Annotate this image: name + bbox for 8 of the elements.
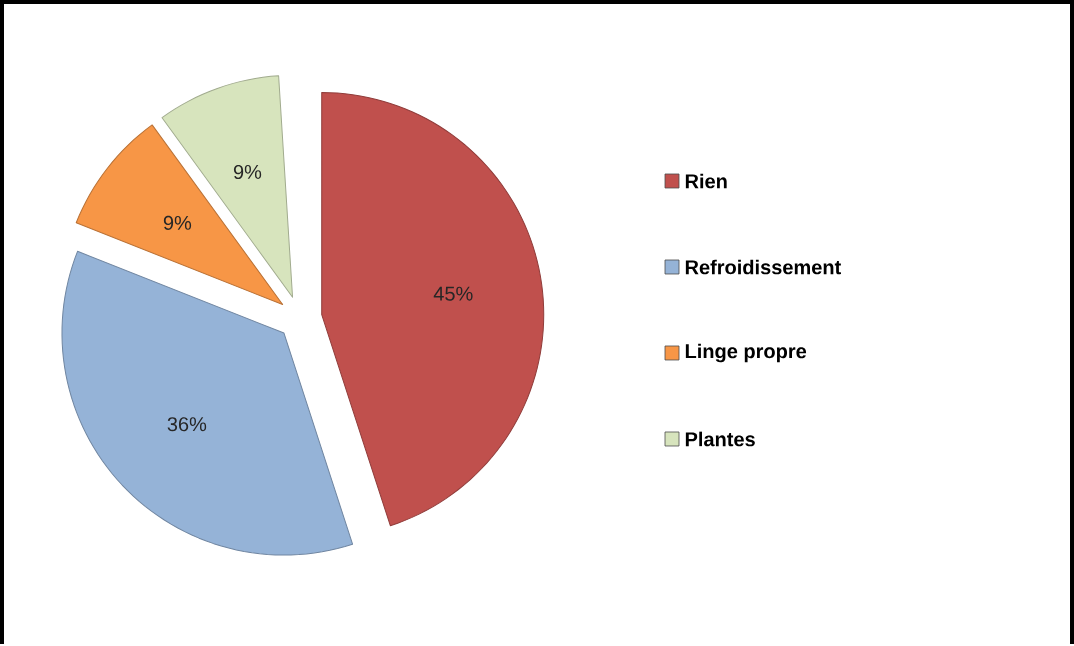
- data-label: 9%: [233, 164, 262, 180]
- data-label: 9%: [163, 215, 192, 230]
- legend-label: Linge propre: [685, 343, 807, 363]
- legend-label: Rien: [685, 173, 727, 189]
- legend-label: Refroidissement: [685, 259, 841, 275]
- legend-label: Plantes: [685, 431, 755, 447]
- data-label: 36%: [167, 417, 207, 432]
- data-label: 45%: [433, 286, 473, 301]
